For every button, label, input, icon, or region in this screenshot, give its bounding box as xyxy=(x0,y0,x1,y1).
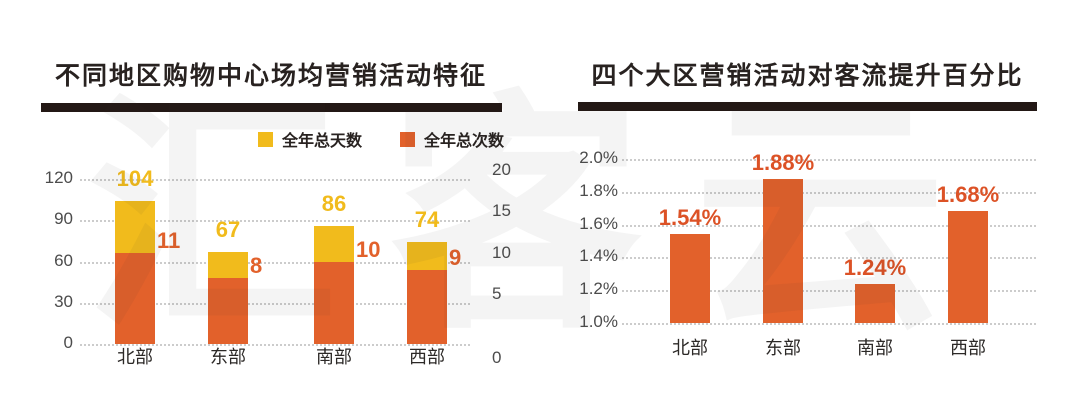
total-days-value-label: 86 xyxy=(321,190,347,216)
gridline xyxy=(622,224,1036,227)
uplift-bar xyxy=(763,178,803,323)
total-times-bar xyxy=(208,278,248,344)
total-days-value-label: 104 xyxy=(116,166,154,191)
y-axis-tick: 1.4% xyxy=(579,246,618,266)
legend-label-total-days: 全年总天数 xyxy=(282,133,363,150)
gridline xyxy=(622,191,1036,194)
total-times-bar xyxy=(115,253,155,344)
total-times-value-label: 8 xyxy=(250,253,263,278)
gridline xyxy=(622,257,1036,260)
y-axis-tick: 1.6% xyxy=(579,213,618,233)
left-chart-title: 不同地区购物中心场均营销活动特征 xyxy=(54,62,487,90)
category-label: 西部 xyxy=(409,347,445,367)
right-axis-tick: 20 xyxy=(492,160,511,179)
total-days-value-label: 67 xyxy=(215,216,241,242)
right-axis-tick: 10 xyxy=(492,242,511,262)
left-axis-tick: 120 xyxy=(44,168,73,187)
left-title-underline xyxy=(41,103,502,112)
left-axis-tick: 90 xyxy=(54,209,73,229)
gridline xyxy=(80,302,470,305)
total-times-bar xyxy=(314,261,354,344)
gridline xyxy=(80,179,470,181)
legend-label-total-times: 全年总次数 xyxy=(424,133,505,150)
left-chart-legend: 全年总天数 全年总次数 xyxy=(258,127,504,151)
uplift-value-label: 1.54% xyxy=(658,205,722,231)
uplift-bar xyxy=(948,211,988,323)
right-axis-tick: 5 xyxy=(492,283,502,303)
total-times-bar xyxy=(407,269,447,344)
gridline xyxy=(622,159,1036,161)
gridline xyxy=(80,261,470,264)
y-axis-tick: 2.0% xyxy=(579,148,618,167)
left-axis-tick: 30 xyxy=(54,291,73,311)
right-chart-title: 四个大区营销活动对客流提升百分比 xyxy=(591,62,1024,90)
category-label: 北部 xyxy=(672,338,708,358)
category-label: 东部 xyxy=(765,338,801,358)
uplift-value-label: 1.24% xyxy=(843,254,907,280)
legend-item-total-days: 全年总天数 xyxy=(258,127,362,151)
legend-item-total-times: 全年总次数 xyxy=(400,127,504,151)
right-title-underline xyxy=(578,102,1037,111)
y-axis-tick: 1.2% xyxy=(579,279,618,299)
right-axis-tick: 0 xyxy=(492,348,502,367)
category-label: 北部 xyxy=(117,347,153,367)
y-axis-tick: 1.8% xyxy=(579,180,618,200)
legend-swatch-orange-icon xyxy=(400,131,416,147)
uplift-bar xyxy=(670,234,710,323)
total-times-value-label: 9 xyxy=(449,244,462,270)
category-label: 南部 xyxy=(857,338,893,358)
uplift-value-label: 1.68% xyxy=(936,182,1000,208)
category-label: 西部 xyxy=(950,338,986,358)
total-times-value-label: 11 xyxy=(157,228,181,254)
gridline xyxy=(622,290,1036,293)
gridline xyxy=(80,344,470,346)
gridline xyxy=(622,323,1036,325)
total-days-value-label: 74 xyxy=(414,207,440,233)
uplift-bar xyxy=(855,283,895,323)
gridline xyxy=(80,220,470,223)
left-axis-tick: 0 xyxy=(63,333,73,352)
right-axis-tick: 15 xyxy=(492,201,511,221)
category-label: 南部 xyxy=(316,347,352,367)
left-axis-tick: 60 xyxy=(54,250,73,270)
category-label: 东部 xyxy=(210,347,246,367)
legend-swatch-yellow-icon xyxy=(258,131,273,147)
y-axis-tick: 1.0% xyxy=(579,312,618,331)
total-times-value-label: 10 xyxy=(356,236,381,262)
uplift-value-label: 1.88% xyxy=(751,149,815,175)
